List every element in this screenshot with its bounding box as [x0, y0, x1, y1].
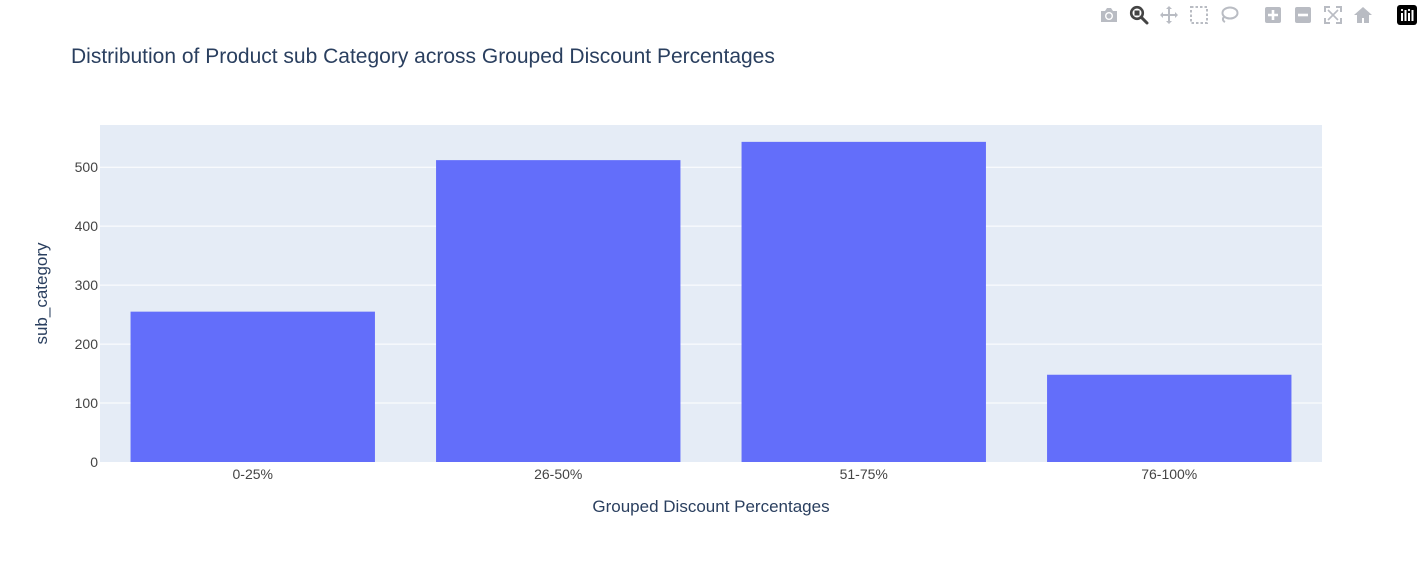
x-tick-label: 26-50% — [534, 466, 582, 482]
modebar — [1090, 4, 1418, 26]
camera-icon[interactable] — [1098, 4, 1120, 26]
zoom-out-icon[interactable] — [1292, 4, 1314, 26]
x-tick-label: 51-75% — [840, 466, 888, 482]
zoom-icon[interactable] — [1128, 4, 1150, 26]
y-axis-ticks: 0 100 200 300 400 500 — [75, 159, 99, 470]
y-tick-label: 300 — [75, 277, 99, 293]
x-tick-label: 0-25% — [233, 466, 273, 482]
bar-1[interactable] — [130, 311, 375, 462]
box-select-icon[interactable] — [1188, 4, 1210, 26]
bars[interactable] — [130, 141, 1292, 463]
x-tick-label: 76-100% — [1141, 466, 1197, 482]
reset-axes-icon[interactable] — [1352, 4, 1374, 26]
y-axis-label: sub_category — [32, 242, 51, 345]
y-tick-label: 100 — [75, 395, 99, 411]
bar-4[interactable] — [1047, 374, 1292, 462]
zoom-in-icon[interactable] — [1262, 4, 1284, 26]
bar-2[interactable] — [436, 160, 681, 463]
y-tick-label: 400 — [75, 218, 99, 234]
autoscale-icon[interactable] — [1322, 4, 1344, 26]
plotly-logo-icon[interactable] — [1396, 4, 1418, 26]
x-axis-ticks: 0-25% 26-50% 51-75% 76-100% — [233, 466, 1198, 482]
chart-title: Distribution of Product sub Category acr… — [71, 45, 775, 68]
y-tick-label: 200 — [75, 336, 99, 352]
lasso-select-icon[interactable] — [1218, 4, 1240, 26]
pan-icon[interactable] — [1158, 4, 1180, 26]
y-tick-label: 500 — [75, 159, 99, 175]
x-axis-label: Grouped Discount Percentages — [592, 497, 829, 516]
bar-3[interactable] — [741, 141, 986, 462]
y-tick-label: 0 — [90, 454, 98, 470]
